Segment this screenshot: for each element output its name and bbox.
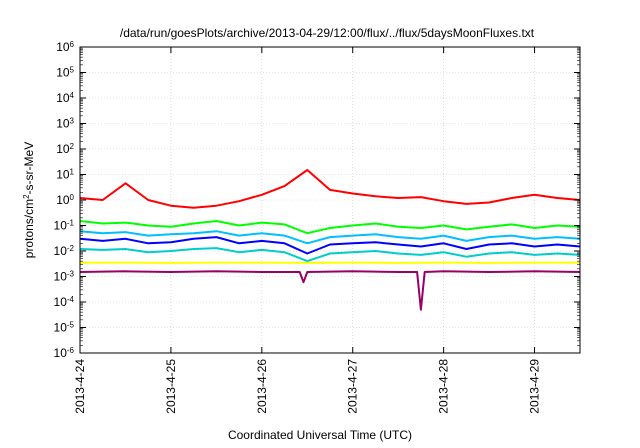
series-line-1: [79, 169, 581, 209]
y-tick-labels: 10-610-510-410-310-210-11001011021031041…: [54, 40, 75, 361]
y-axis-label-main: protons/cm: [22, 199, 36, 258]
y-tick-base: 10: [54, 295, 68, 309]
y-tick-base: 10: [56, 168, 70, 182]
y-tick-label: 10-5: [54, 320, 75, 335]
x-tick-label: 2013-4-27: [346, 359, 360, 414]
y-tick-label: 101: [56, 167, 74, 182]
y-tick-base: 10: [54, 219, 68, 233]
y-tick-exponent: 1: [70, 167, 75, 176]
chart-title: /data/run/goesPlots/archive/2013-04-29/1…: [120, 26, 535, 40]
y-tick-label: 10-6: [54, 346, 75, 361]
y-axis-label-superscript: 2: [22, 194, 31, 199]
y-tick-label: 104: [56, 91, 74, 106]
y-axis-label: protons/cm2-s-sr-MeV: [22, 142, 37, 258]
y-tick-exponent: -2: [67, 244, 75, 253]
y-tick-base: 10: [54, 321, 68, 335]
y-tick-label: 103: [56, 116, 74, 131]
x-axis-label: Coordinated Universal Time (UTC): [228, 428, 412, 442]
y-tick-label: 10-3: [54, 269, 75, 284]
y-tick-base: 10: [56, 142, 70, 156]
y-tick-label: 10-1: [54, 218, 75, 233]
series-line-7: [79, 270, 581, 311]
y-tick-label: 106: [56, 40, 74, 55]
y-tick-exponent: -5: [67, 320, 75, 329]
y-tick-base: 10: [54, 244, 68, 258]
y-tick-exponent: 3: [70, 116, 75, 125]
y-axis-label-rest: -s-sr-MeV: [22, 142, 36, 195]
axis-ticks: [79, 46, 580, 354]
series-line-4: [79, 236, 581, 255]
y-tick-base: 10: [56, 66, 70, 80]
y-tick-label: 100: [56, 193, 74, 208]
y-tick-exponent: 5: [70, 65, 75, 74]
y-tick-base: 10: [56, 193, 70, 207]
y-tick-exponent: 4: [70, 91, 75, 100]
x-tick-label: 2013-4-26: [255, 359, 269, 414]
y-tick-label: 102: [56, 142, 74, 157]
y-tick-base: 10: [54, 346, 68, 360]
y-tick-exponent: 2: [70, 142, 75, 151]
y-tick-exponent: -6: [67, 346, 75, 355]
y-tick-exponent: -4: [67, 295, 75, 304]
y-tick-base: 10: [54, 270, 68, 284]
y-tick-label: 10-2: [54, 244, 75, 259]
series-line-5: [79, 247, 581, 263]
x-tick-labels: 2013-4-24 2013-4-25 2013-4-26 2013-4-27 2013…: [73, 359, 542, 414]
series-layer: [79, 169, 581, 311]
y-tick-exponent: -3: [67, 269, 75, 278]
series-line-2: [79, 220, 581, 235]
y-tick-base: 10: [56, 91, 70, 105]
y-tick-label: 105: [56, 65, 74, 80]
y-tick-exponent: 6: [70, 40, 75, 49]
y-tick-label: 10-4: [54, 295, 75, 310]
x-tick-label: 2013-4-25: [164, 359, 178, 414]
series-line-3: [79, 230, 581, 245]
y-tick-exponent: -1: [67, 218, 75, 227]
x-tick-label: 2013-4-28: [437, 359, 451, 414]
y-tick-exponent: 0: [70, 193, 75, 202]
y-tick-base: 10: [56, 117, 70, 131]
x-tick-label: 2013-4-29: [528, 359, 542, 414]
x-tick-label: 2013-4-24: [73, 359, 87, 414]
y-tick-base: 10: [56, 40, 70, 54]
